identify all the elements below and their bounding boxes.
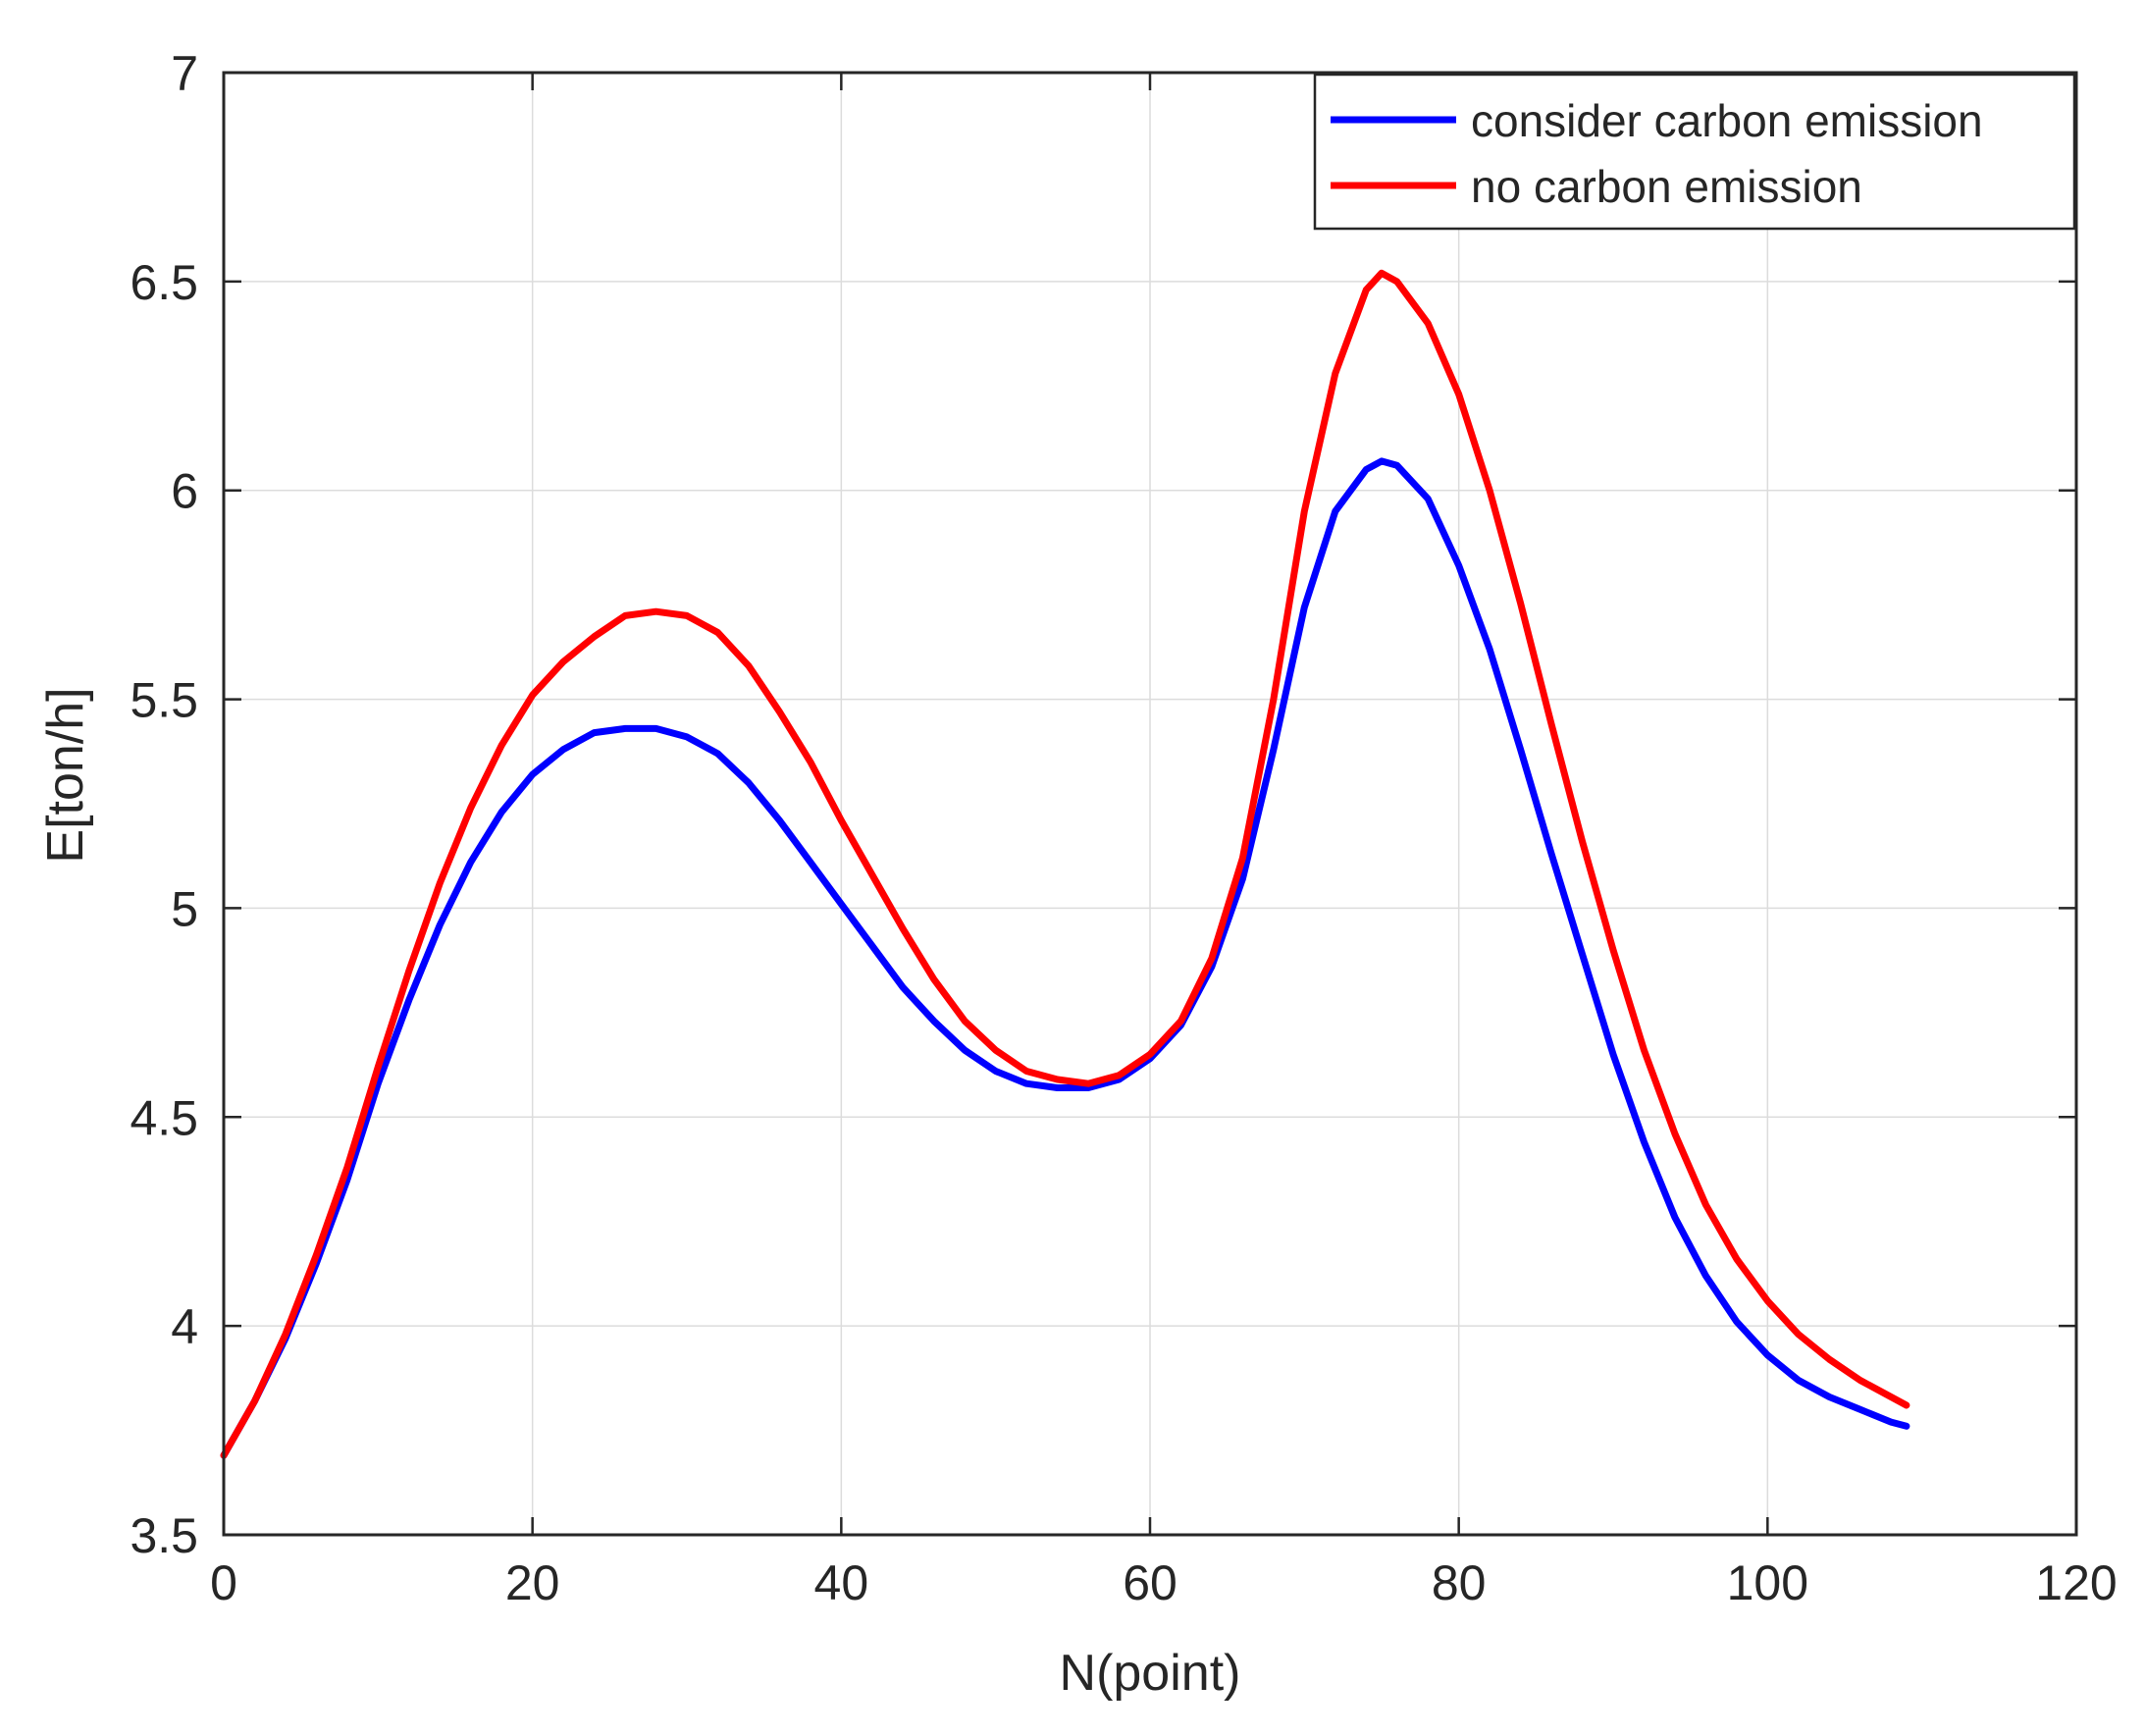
series-line-consider-carbon-emission — [220, 457, 1910, 1459]
y-axis-label: E[ton/h] — [37, 687, 94, 863]
legend-box — [1313, 73, 2076, 231]
y-tick-label: 5.5 — [130, 673, 198, 728]
x-tick-label: 0 — [210, 1555, 237, 1610]
x-tick-labels: 0 20 40 60 80 100 120 — [210, 1555, 2118, 1610]
y-tick-label: 5 — [171, 881, 198, 936]
x-tick-label: 100 — [1727, 1555, 1808, 1610]
x-tick-label: 40 — [814, 1555, 869, 1610]
y-tick-label: 3.5 — [130, 1508, 198, 1563]
x-tick-label: 80 — [1432, 1555, 1487, 1610]
x-axis-label: N(point) — [1060, 1645, 1241, 1702]
legend: consider carbon emission no carbon emiss… — [1313, 73, 2076, 231]
series-line-no-carbon-emission — [220, 269, 1910, 1459]
legend-label-no-carbon-emission: no carbon emission — [1471, 161, 1862, 212]
y-tick-label: 7 — [171, 46, 198, 101]
x-tick-label: 60 — [1123, 1555, 1177, 1610]
y-tick-label: 6.5 — [130, 255, 198, 310]
y-tick-labels: 3.5 4 4.5 5 5.5 6 6.5 7 — [130, 46, 198, 1563]
x-tick-label: 20 — [505, 1555, 560, 1610]
series-group — [220, 269, 1910, 1459]
y-tick-label: 6 — [171, 464, 198, 519]
y-tick-label: 4 — [171, 1299, 198, 1354]
x-tick-label: 120 — [2035, 1555, 2117, 1610]
y-tick-label: 4.5 — [130, 1090, 198, 1145]
legend-label-consider-carbon-emission: consider carbon emission — [1471, 95, 1983, 146]
axes-box — [222, 71, 2078, 1537]
